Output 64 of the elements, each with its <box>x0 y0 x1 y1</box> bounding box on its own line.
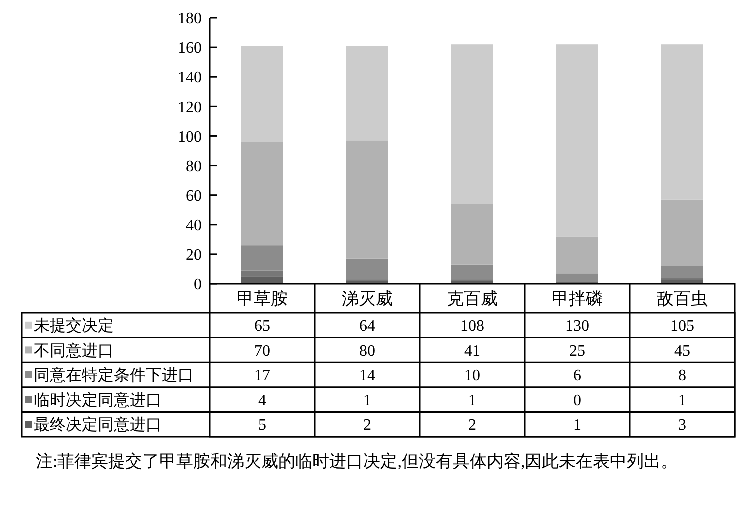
bar <box>242 142 284 246</box>
legend-label: 不同意进口 <box>34 342 114 360</box>
bar <box>556 44 598 237</box>
data-label: 6 <box>574 368 582 385</box>
bar <box>556 236 598 274</box>
bar <box>242 276 284 284</box>
bar <box>346 258 388 280</box>
legend-label: 未提交决定 <box>34 317 114 335</box>
data-label: 2 <box>468 417 476 434</box>
data-label: 64 <box>360 318 376 335</box>
y-tick-label: 120 <box>178 99 202 116</box>
x-tick-label: 甲草胺 <box>237 289 288 308</box>
y-tick-label: 60 <box>186 188 202 205</box>
bar <box>242 270 284 277</box>
x-tick-label: 克百威 <box>447 289 498 308</box>
y-tick-label: 0 <box>194 276 202 294</box>
data-label: 1 <box>364 392 372 410</box>
data-label: 1 <box>468 392 476 410</box>
y-tick-label: 20 <box>186 247 202 264</box>
data-label: 70 <box>254 342 270 360</box>
data-label: 41 <box>464 342 480 360</box>
bar <box>662 266 704 278</box>
data-label: 1 <box>574 417 582 434</box>
bar <box>556 274 598 283</box>
data-label: 0 <box>574 392 582 410</box>
bar <box>452 44 494 204</box>
data-label: 130 <box>566 318 590 335</box>
data-label: 5 <box>258 417 266 434</box>
bar <box>242 246 284 271</box>
data-label: 2 <box>364 417 372 434</box>
bar <box>346 46 388 141</box>
data-label: 14 <box>360 368 376 385</box>
text: 注:菲律宾提交了甲草胺和涕灭威的临时进口决定,但没有具体内容,因此未在表中列出。 <box>36 452 678 471</box>
y-tick-label: 160 <box>178 40 202 58</box>
data-label: 25 <box>570 342 586 360</box>
data-label: 8 <box>678 368 686 385</box>
data-label: 80 <box>360 342 376 360</box>
data-label: 105 <box>670 318 694 335</box>
bar <box>452 204 494 265</box>
data-label: 10 <box>464 368 480 385</box>
bar <box>452 264 494 280</box>
bar <box>662 200 704 266</box>
x-tick-label: 敌百虫 <box>657 289 708 308</box>
legend-label: 最终决定同意进口 <box>34 416 162 434</box>
y-tick-label: 40 <box>186 217 202 234</box>
y-tick-label: 180 <box>178 10 202 28</box>
y-tick-label: 140 <box>178 70 202 87</box>
bar <box>662 280 704 284</box>
bar <box>242 46 284 142</box>
bar <box>346 140 388 259</box>
x-tick-label: 甲拌磷 <box>552 289 603 308</box>
data-label: 17 <box>254 368 270 385</box>
data-label: 1 <box>678 392 686 410</box>
data-label: 108 <box>460 318 484 335</box>
data-label: 3 <box>678 417 686 434</box>
bar <box>662 44 704 200</box>
legend-label: 同意在特定条件下进口 <box>34 366 194 385</box>
legend-label: 临时决定同意进口 <box>34 391 162 410</box>
x-tick-label: 涕灭威 <box>342 289 393 308</box>
data-label: 4 <box>258 392 266 410</box>
data-label: 65 <box>254 318 270 335</box>
y-tick-label: 80 <box>186 158 202 176</box>
data-label: 45 <box>674 342 690 360</box>
y-tick-label: 100 <box>178 128 202 146</box>
